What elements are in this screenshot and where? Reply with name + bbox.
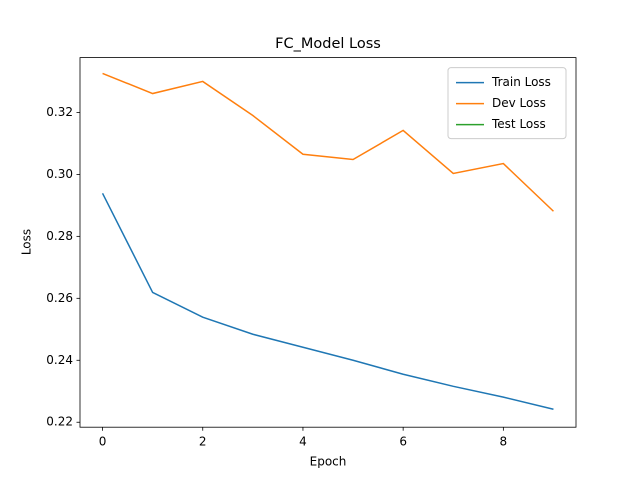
chart-title: FC_Model Loss: [275, 36, 381, 52]
y-tick-label: 0.26: [46, 291, 73, 305]
y-axis-label: Loss: [20, 229, 34, 255]
line-series: [102, 72, 554, 212]
line-series: [101, 192, 554, 410]
x-tick-label: 2: [199, 435, 207, 449]
legend-label: Dev Loss: [492, 96, 546, 110]
y-tick-label: 0.30: [46, 167, 73, 181]
y-tick-label: 0.24: [46, 353, 73, 367]
legend-label: Train Loss: [491, 75, 551, 89]
x-tick-label: 6: [399, 435, 407, 449]
x-axis-label: Epoch: [310, 455, 347, 469]
x-tick-label: 0: [99, 435, 107, 449]
x-tick-label: 4: [299, 435, 307, 449]
y-tick-label: 0.32: [46, 105, 73, 119]
x-tick-label: 8: [500, 435, 508, 449]
legend-box: [447, 67, 567, 140]
y-tick-label: 0.22: [46, 415, 73, 429]
legend-label: Test Loss: [491, 117, 546, 131]
y-tick-label: 0.28: [46, 229, 73, 243]
axes-frame: [79, 57, 577, 428]
